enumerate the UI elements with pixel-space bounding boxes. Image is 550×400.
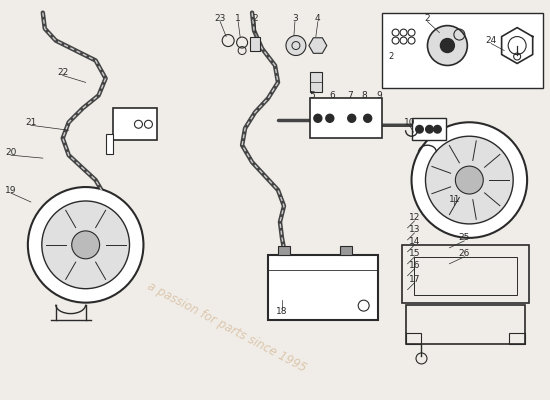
Bar bbox=[414, 257, 517, 295]
Circle shape bbox=[42, 201, 129, 289]
Bar bbox=[402, 245, 529, 303]
Text: 12: 12 bbox=[409, 214, 420, 222]
Circle shape bbox=[314, 114, 322, 122]
Circle shape bbox=[416, 126, 424, 133]
Text: 13: 13 bbox=[409, 225, 420, 234]
Text: 17: 17 bbox=[409, 275, 420, 284]
Bar bbox=[310, 98, 382, 138]
Text: 2: 2 bbox=[425, 14, 430, 23]
Text: 9: 9 bbox=[377, 91, 382, 100]
Text: 25: 25 bbox=[459, 233, 470, 242]
Text: 5: 5 bbox=[309, 91, 315, 100]
Text: 3: 3 bbox=[292, 14, 298, 23]
Text: 20: 20 bbox=[6, 148, 16, 157]
Bar bbox=[382, 13, 543, 88]
Text: 19: 19 bbox=[5, 186, 16, 194]
Text: 7: 7 bbox=[347, 91, 353, 100]
Text: 21: 21 bbox=[25, 118, 36, 127]
Text: a passion for parts since 1995: a passion for parts since 1995 bbox=[145, 279, 309, 374]
Text: 26: 26 bbox=[459, 249, 470, 258]
Circle shape bbox=[28, 187, 144, 303]
Circle shape bbox=[426, 136, 513, 224]
Circle shape bbox=[348, 114, 356, 122]
Bar bbox=[106, 134, 113, 154]
Bar bbox=[268, 255, 378, 320]
Text: 1: 1 bbox=[235, 14, 241, 23]
Circle shape bbox=[441, 38, 454, 52]
Text: 22: 22 bbox=[57, 68, 68, 77]
Text: 18: 18 bbox=[276, 307, 288, 316]
Text: 14: 14 bbox=[409, 237, 420, 246]
Circle shape bbox=[427, 26, 468, 66]
Circle shape bbox=[426, 126, 433, 133]
Text: 8: 8 bbox=[362, 91, 367, 100]
Bar bbox=[405, 332, 421, 344]
Text: 4: 4 bbox=[315, 14, 321, 23]
Circle shape bbox=[364, 114, 372, 122]
Text: 10: 10 bbox=[404, 118, 415, 127]
Text: 23: 23 bbox=[214, 14, 226, 23]
Bar bbox=[310, 72, 322, 92]
Text: 2: 2 bbox=[389, 52, 394, 61]
Circle shape bbox=[286, 36, 306, 56]
Polygon shape bbox=[309, 38, 327, 53]
Text: 15: 15 bbox=[409, 249, 420, 258]
Bar bbox=[113, 108, 157, 140]
Bar bbox=[405, 305, 525, 344]
Text: 6: 6 bbox=[329, 91, 335, 100]
Text: 16: 16 bbox=[409, 261, 420, 270]
Circle shape bbox=[326, 114, 334, 122]
Text: 11: 11 bbox=[449, 196, 460, 204]
Bar bbox=[340, 246, 352, 255]
Circle shape bbox=[455, 166, 483, 194]
Bar bbox=[509, 332, 525, 344]
Circle shape bbox=[433, 126, 441, 133]
Bar bbox=[250, 36, 260, 50]
Circle shape bbox=[411, 122, 527, 238]
Circle shape bbox=[72, 231, 100, 259]
Bar bbox=[278, 246, 290, 255]
Text: 2: 2 bbox=[252, 14, 258, 23]
Text: 24: 24 bbox=[486, 36, 497, 45]
Bar bbox=[411, 118, 447, 140]
